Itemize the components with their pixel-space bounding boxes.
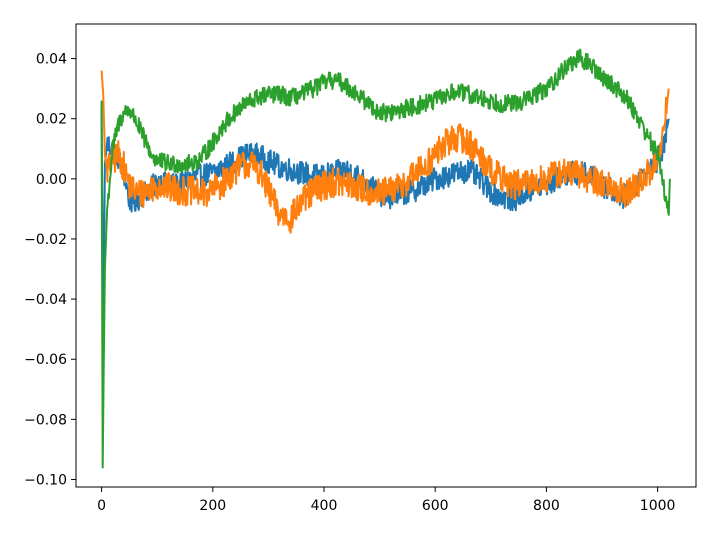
y-tick-label: −0.02 — [24, 232, 67, 248]
y-tick-label: −0.04 — [24, 292, 67, 308]
y-tick-label: 0.02 — [36, 112, 67, 128]
y-axis-ticks: −0.10 −0.08 −0.06 −0.04 −0.02 0.00 0.02 0.04 — [24, 52, 76, 488]
axes-group — [75, 23, 697, 488]
x-axis-ticks: 0 200 400 600 800 1000 — [97, 487, 675, 514]
y-tick-label: 0.00 — [36, 172, 67, 188]
y-tick-label: −0.06 — [24, 352, 67, 368]
x-tick-label: 200 — [199, 498, 226, 514]
series-line-2 — [100, 70, 670, 234]
y-tick-label: 0.04 — [36, 52, 67, 68]
plot-frame — [75, 23, 697, 488]
x-tick-label: 0 — [97, 498, 106, 514]
y-tick-label: −0.10 — [24, 472, 67, 488]
x-tick-label: 600 — [422, 498, 449, 514]
x-tick-label: 1000 — [640, 498, 676, 514]
x-tick-label: 400 — [311, 498, 338, 514]
plot-series-group — [100, 48, 671, 469]
x-tick-label: 800 — [533, 498, 560, 514]
series-line-3 — [100, 48, 671, 469]
y-tick-label: −0.08 — [24, 412, 67, 428]
